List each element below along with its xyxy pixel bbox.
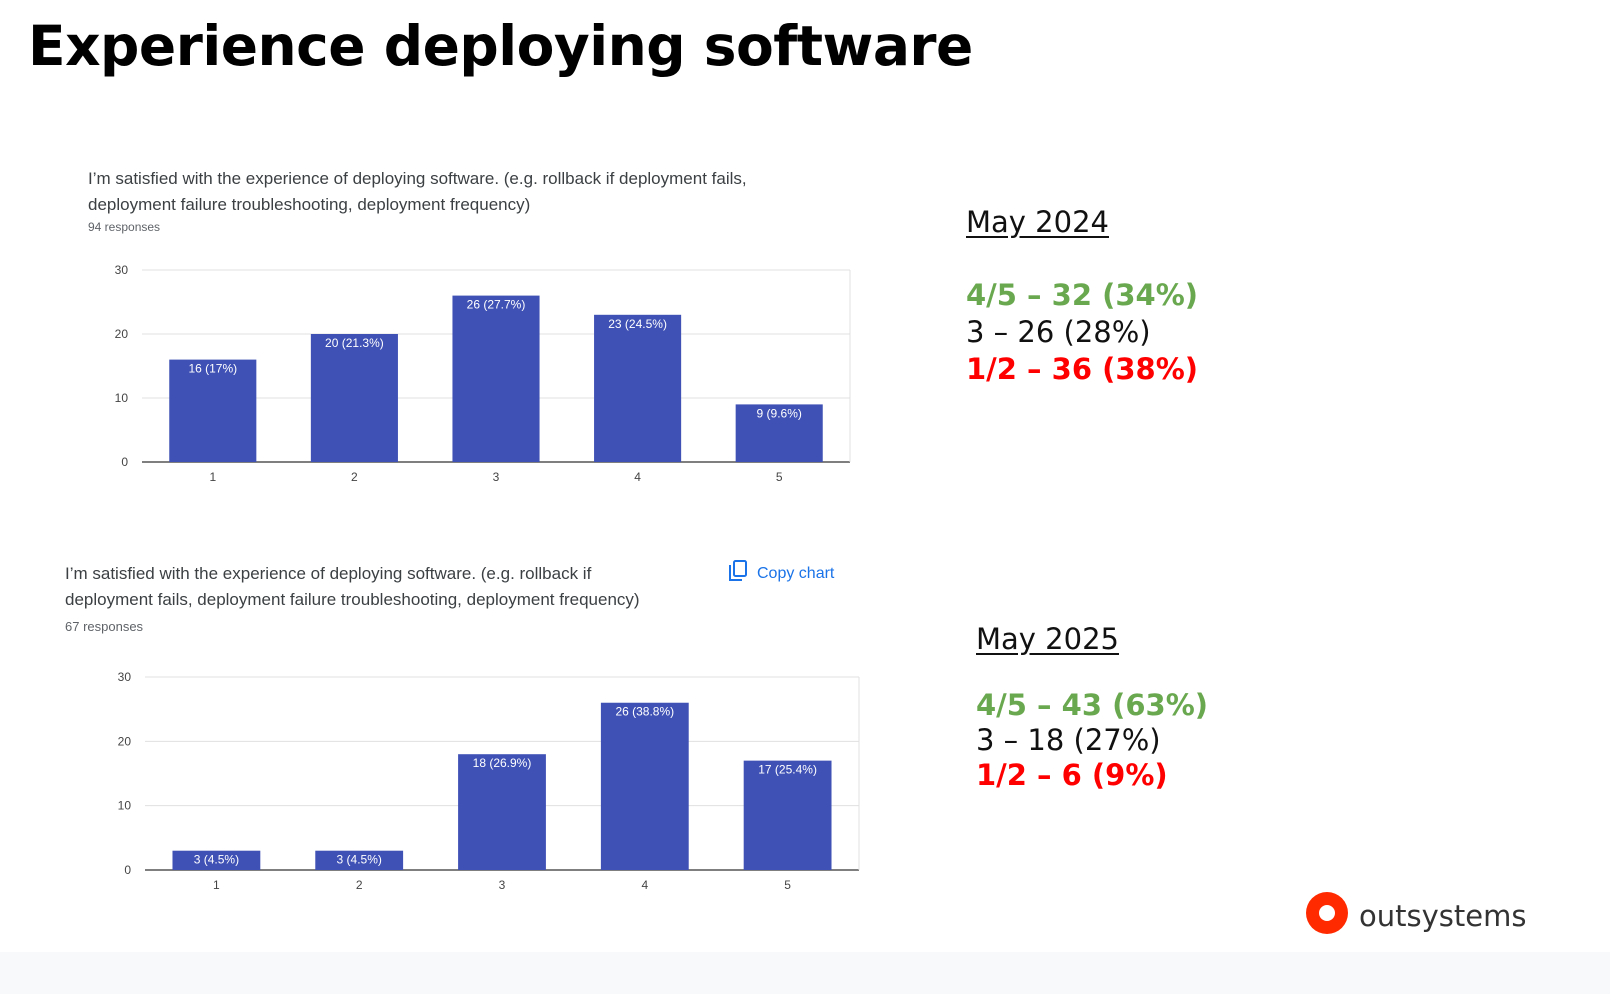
x-tick-label: 4 — [634, 470, 641, 484]
chart-question-line2: deployment failure troubleshooting, depl… — [88, 195, 531, 214]
bar-data-label: 3 (4.5%) — [337, 853, 382, 867]
bar-data-label: 18 (26.9%) — [473, 756, 532, 770]
bar-data-label: 26 (38.8%) — [615, 705, 674, 719]
y-tick-label: 10 — [115, 391, 129, 405]
summary-negative: 1/2 – 6 (9%) — [976, 758, 1168, 792]
bar-data-label: 20 (21.3%) — [325, 336, 384, 350]
x-tick-label: 1 — [213, 878, 220, 892]
copy-icon — [727, 559, 749, 588]
bar-data-label: 23 (24.5%) — [608, 317, 667, 331]
x-tick-label: 2 — [356, 878, 363, 892]
summary-neutral: 3 – 26 (28%) — [966, 315, 1151, 349]
x-tick-label: 2 — [351, 470, 358, 484]
bar-4[interactable] — [594, 314, 682, 462]
summary-2025: May 2025 4/5 – 43 (63%) 3 – 18 (27%) 1/2… — [976, 622, 1208, 793]
copy-chart-button[interactable]: Copy chart — [727, 559, 834, 588]
bar-1[interactable] — [169, 359, 257, 462]
chart-question-2025: I’m satisfied with the experience of dep… — [65, 561, 640, 613]
y-tick-label: 20 — [118, 734, 132, 748]
y-tick-label: 10 — [118, 799, 132, 813]
bar-5[interactable] — [743, 760, 832, 870]
outsystems-logo: outsystems — [1305, 891, 1526, 940]
bar-data-label: 9 (9.6%) — [757, 406, 802, 420]
bar-data-label: 3 (4.5%) — [194, 853, 239, 867]
chart-block-2025: I’m satisfied with the experience of dep… — [65, 561, 640, 634]
summary-title: May 2024 — [966, 205, 1109, 239]
y-tick-label: 0 — [124, 863, 131, 877]
chart-block-2024: I’m satisfied with the experience of dep… — [88, 166, 747, 234]
chart-question-2024: I’m satisfied with the experience of dep… — [88, 166, 747, 218]
chart-question-line2: deployment fails, deployment failure tro… — [65, 590, 640, 609]
summary-positive: 4/5 – 32 (34%) — [966, 278, 1199, 312]
summary-negative: 1/2 – 36 (38%) — [966, 352, 1199, 386]
bar-chart-2025: 0 10 20 30 3 (4.5%) 1 3 (4.5%) 2 18 (26.9%) 3 26 (… — [118, 670, 860, 892]
summary-positive: 4/5 – 43 (63%) — [976, 688, 1209, 722]
chart-question-line1: I’m satisfied with the experience of dep… — [88, 169, 747, 188]
bar-3[interactable] — [452, 295, 540, 462]
bar-data-label: 17 (25.4%) — [758, 763, 817, 777]
chart-responses-2025: 67 responses — [65, 619, 144, 634]
bar-2[interactable] — [315, 850, 404, 870]
y-tick-label: 30 — [118, 670, 132, 684]
bar-chart-2024: 0 10 20 30 16 (17%) 1 20 (21.3%) 2 26 (27.7%) 3 23… — [115, 263, 851, 484]
footer-band — [0, 952, 1610, 994]
bar-4[interactable] — [600, 702, 689, 870]
summary-neutral: 3 – 18 (27%) — [976, 723, 1161, 757]
bar-3[interactable] — [458, 754, 546, 870]
bar-1[interactable] — [172, 850, 261, 870]
x-tick-label: 5 — [776, 470, 783, 484]
bar-data-label: 16 (17%) — [188, 362, 237, 376]
x-tick-label: 5 — [784, 878, 791, 892]
summary-title: May 2025 — [976, 622, 1119, 656]
x-tick-label: 1 — [209, 470, 216, 484]
y-tick-label: 0 — [121, 455, 128, 469]
chart-question-line1: I’m satisfied with the experience of dep… — [65, 564, 592, 583]
copy-chart-label: Copy chart — [757, 564, 835, 582]
x-tick-label: 4 — [641, 878, 648, 892]
slide-title: Experience deploying software — [28, 14, 973, 78]
bar-2[interactable] — [310, 334, 398, 462]
outsystems-logo-icon — [1305, 891, 1349, 940]
y-tick-label: 20 — [115, 327, 129, 341]
x-tick-label: 3 — [493, 470, 500, 484]
logo-text: outsystems — [1359, 898, 1527, 933]
summary-2024: May 2024 4/5 – 32 (34%) 3 – 26 (28%) 1/2… — [966, 205, 1198, 388]
chart-responses-2024: 94 responses — [88, 220, 161, 234]
y-tick-label: 30 — [115, 263, 129, 277]
bar-data-label: 26 (27.7%) — [467, 298, 526, 312]
bar-5[interactable] — [735, 404, 823, 462]
x-tick-label: 3 — [499, 878, 506, 892]
